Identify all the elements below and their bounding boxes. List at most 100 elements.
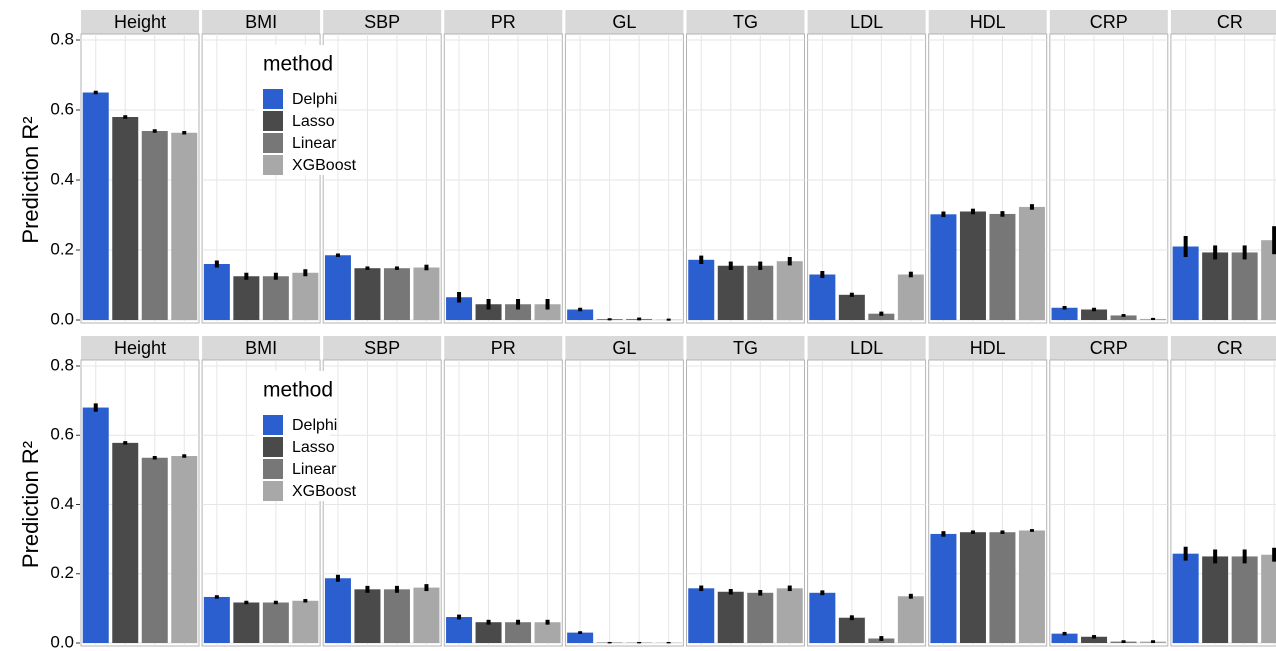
strip <box>565 336 684 360</box>
strip <box>81 336 199 360</box>
bar <box>897 596 924 643</box>
bar <box>1231 556 1258 643</box>
bar <box>930 214 957 320</box>
facet-label: BMI <box>245 338 277 358</box>
bar <box>324 578 351 643</box>
facet-label: SBP <box>364 12 400 32</box>
strip <box>686 10 805 34</box>
facet-label: BMI <box>245 12 277 32</box>
legend-swatch <box>263 89 283 109</box>
bar <box>141 131 168 320</box>
bar <box>1081 309 1108 320</box>
legend-swatch <box>263 111 283 131</box>
legend-label: Linear <box>292 135 337 152</box>
bar <box>717 265 744 320</box>
bar <box>354 589 381 643</box>
y-tick-label: 0.6 <box>50 99 74 118</box>
bar <box>262 602 289 643</box>
legend-swatch <box>263 133 283 153</box>
strip <box>444 336 563 360</box>
bar <box>930 533 957 643</box>
legend-swatch <box>263 459 283 479</box>
panel <box>564 359 684 647</box>
y-tick-label: 0.4 <box>50 494 74 513</box>
legend-label: Lasso <box>292 113 335 130</box>
panel <box>564 33 684 324</box>
bar <box>717 591 744 643</box>
bar <box>1018 206 1045 320</box>
facet-label: TG <box>733 338 758 358</box>
facet-label: CR <box>1217 12 1243 32</box>
bar <box>1172 246 1199 320</box>
panel <box>1049 33 1169 324</box>
bar <box>171 132 198 320</box>
strip <box>202 336 321 360</box>
bar <box>233 602 260 643</box>
legend-swatch <box>263 155 283 175</box>
bar <box>446 617 473 643</box>
bar <box>776 588 803 643</box>
facet-label: GL <box>612 338 636 358</box>
bar <box>475 622 502 643</box>
bar <box>1081 636 1108 643</box>
facet-label: CRP <box>1090 12 1128 32</box>
bar <box>776 261 803 320</box>
y-tick-label: 0.0 <box>50 309 74 328</box>
bar <box>413 267 440 320</box>
strip <box>202 10 321 34</box>
bar <box>989 213 1016 320</box>
bar <box>959 532 986 643</box>
bar <box>959 211 986 320</box>
facet-label: SBP <box>364 338 400 358</box>
strip <box>81 10 199 34</box>
bar <box>1261 554 1276 643</box>
y-axis-label: Prediction R² <box>18 116 43 243</box>
legend-swatch <box>263 481 283 501</box>
bar <box>413 587 440 643</box>
facet-label: PR <box>491 12 516 32</box>
bar <box>292 600 319 643</box>
bar <box>203 264 230 320</box>
facet-label: CR <box>1217 338 1243 358</box>
bar <box>688 588 715 643</box>
bar <box>112 442 139 643</box>
legend-box <box>255 371 330 501</box>
bar <box>1051 633 1078 643</box>
strip <box>1170 10 1276 34</box>
bar <box>292 272 319 320</box>
bar <box>1051 307 1078 320</box>
facet-label: LDL <box>850 12 883 32</box>
y-axis-label: Prediction R² <box>18 441 43 568</box>
strip <box>807 10 926 34</box>
bar <box>688 259 715 320</box>
facet-label: HDL <box>970 338 1006 358</box>
strip <box>1170 336 1276 360</box>
bar <box>868 313 895 320</box>
bar <box>1261 240 1276 320</box>
strip <box>323 10 442 34</box>
y-tick-label: 0.0 <box>50 632 74 651</box>
bar <box>354 268 381 320</box>
bar <box>141 457 168 643</box>
bar <box>203 596 230 643</box>
bar <box>747 592 774 643</box>
strip <box>444 10 563 34</box>
strip <box>807 336 926 360</box>
bar <box>1202 556 1229 643</box>
bar <box>171 456 198 643</box>
bar <box>1202 252 1229 320</box>
legend-label: Linear <box>292 461 337 478</box>
bar <box>897 274 924 320</box>
strip <box>928 10 1047 34</box>
y-tick-label: 0.8 <box>50 355 74 374</box>
bar <box>809 592 836 643</box>
y-tick-label: 0.8 <box>50 29 74 48</box>
bar <box>262 276 289 320</box>
legend-label: Delphi <box>292 417 337 434</box>
bar <box>747 265 774 320</box>
facet-label: PR <box>491 338 516 358</box>
legend-box <box>255 45 330 175</box>
strip <box>1049 10 1168 34</box>
facet-label: GL <box>612 12 636 32</box>
